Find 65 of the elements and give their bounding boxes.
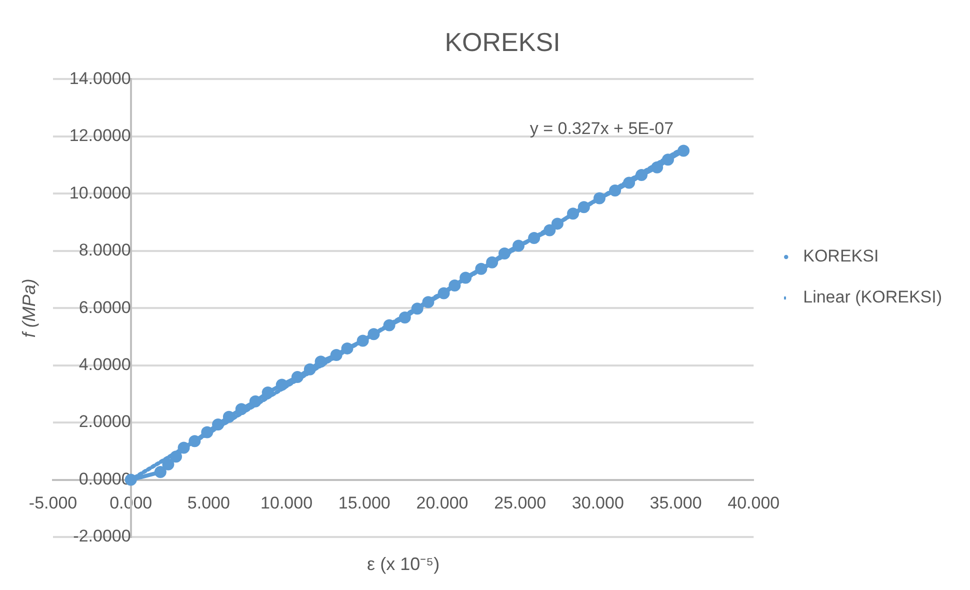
- x-tick-label: 25.000: [494, 494, 546, 513]
- point: [162, 458, 174, 470]
- point: [262, 386, 274, 399]
- x-tick-label: 5.000: [187, 494, 230, 513]
- x-tick-label: 20.000: [416, 494, 468, 513]
- point: [188, 435, 201, 448]
- point: [551, 218, 564, 230]
- point: [411, 302, 424, 315]
- y-tick-label: 12.0000: [69, 126, 131, 146]
- point: [512, 240, 525, 252]
- point: [460, 272, 472, 284]
- legend-label: Linear (KOREKSI): [803, 288, 942, 307]
- point: [578, 201, 590, 214]
- point: [636, 169, 648, 182]
- point: [341, 342, 354, 354]
- point: [528, 232, 540, 244]
- x-tick-label: 30.000: [572, 494, 624, 513]
- y-tick-label: 2.0000: [78, 412, 131, 432]
- point: [651, 161, 664, 174]
- point: [662, 154, 674, 166]
- point: [249, 395, 262, 408]
- point: [368, 328, 380, 340]
- y-tick-label: -2.0000: [73, 526, 131, 546]
- point: [398, 312, 411, 324]
- legend-label: KOREKSI: [803, 246, 879, 266]
- x-tick-label: 15.000: [338, 494, 390, 513]
- point: [170, 450, 182, 463]
- point: [235, 403, 248, 416]
- point: [475, 262, 488, 275]
- point: [448, 279, 461, 292]
- point: [486, 256, 498, 268]
- x-tick-label: -5.000: [28, 494, 78, 513]
- point: [498, 247, 511, 260]
- point: [154, 466, 166, 478]
- point: [222, 410, 235, 423]
- y-tick-label: 6.0000: [78, 298, 131, 317]
- point: [422, 296, 434, 308]
- point: [593, 192, 606, 204]
- point: [212, 418, 224, 431]
- x-axis-title: ε (x 10⁻⁵): [367, 554, 440, 574]
- point: [609, 184, 622, 197]
- point: [567, 208, 580, 220]
- x-tick-label: 40.000: [728, 494, 780, 513]
- point: [276, 378, 288, 391]
- x-tick-label: 10.000: [260, 494, 313, 513]
- x-tick-label: 35.000: [650, 494, 702, 513]
- point: [330, 349, 342, 362]
- point: [544, 224, 556, 236]
- point: [623, 176, 636, 189]
- y-axis-title: f (MPa): [19, 278, 39, 338]
- y-tick-label: 14.0000: [69, 68, 131, 88]
- point: [304, 363, 316, 376]
- point: [291, 371, 304, 384]
- point: [178, 442, 190, 454]
- y-tick-label: 10.0000: [69, 183, 131, 202]
- point: [383, 319, 396, 332]
- annotation: y = 0.327x + 5E-07: [530, 119, 674, 138]
- point: [314, 356, 327, 368]
- point: [356, 334, 369, 347]
- point: [438, 287, 450, 300]
- y-tick-label: 8.0000: [78, 240, 131, 260]
- point: [678, 144, 690, 157]
- y-tick-label: 4.0000: [78, 355, 131, 374]
- point: [201, 426, 214, 438]
- chart-title: KOREKSI: [444, 26, 560, 57]
